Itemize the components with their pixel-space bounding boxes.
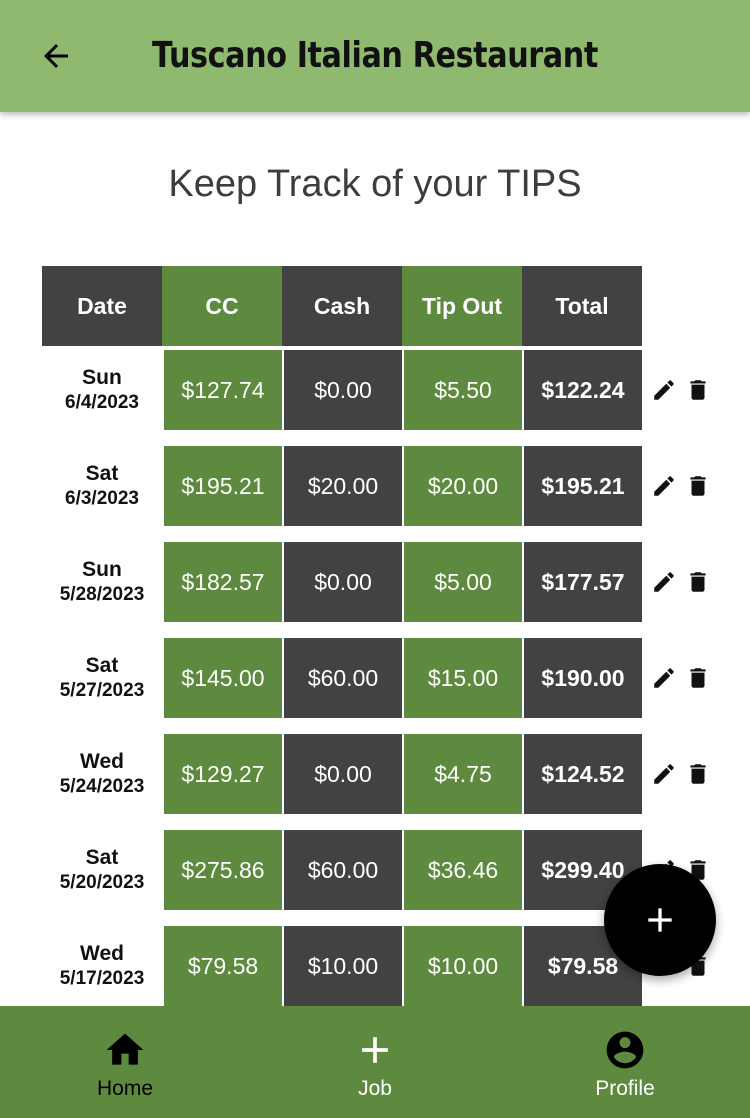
cc-cell: $79.58 [164, 926, 282, 1006]
edit-icon [654, 476, 674, 496]
tip-out-cell: $36.46 [404, 830, 522, 910]
date-label: 5/20/2023 [59, 872, 145, 893]
cash-cell: $20.00 [284, 446, 402, 526]
delete-button[interactable] [684, 760, 712, 788]
edit-button[interactable] [650, 568, 678, 596]
home-icon [106, 1033, 144, 1065]
tip-out-cell: $4.75 [404, 734, 522, 814]
table-row: Sun 6/4/2023 $127.74 $0.00 $5.50 $122.24 [0, 350, 750, 430]
app-title: Tuscano Italian Restaurant [152, 35, 598, 76]
cc-cell: $195.21 [164, 446, 282, 526]
date-label: 5/24/2023 [59, 776, 145, 797]
bottom-nav: Home Job Profile [0, 1006, 750, 1118]
column-header-cc: CC [162, 266, 282, 346]
date-cell: Wed 5/24/2023 [42, 734, 162, 814]
day-label: Wed [80, 750, 124, 773]
edit-icon [654, 380, 674, 400]
delete-icon [690, 668, 706, 688]
plus-icon [648, 908, 672, 932]
day-label: Sat [85, 846, 119, 869]
date-label: 6/4/2023 [65, 392, 139, 413]
column-header-tip-out: Tip Out [402, 266, 522, 346]
total-cell: $124.52 [524, 734, 642, 814]
plus-icon [362, 1037, 388, 1063]
date-label: 5/28/2023 [59, 584, 145, 605]
tips-table: Date CC Cash Tip Out Total Sun 6/4/2023 $1… [0, 266, 750, 1006]
nav-item-job[interactable]: Job [250, 1006, 500, 1118]
date-cell: Sat 5/27/2023 [42, 638, 162, 718]
nav-label-profile: Profile [595, 1077, 655, 1100]
cc-cell: $275.86 [164, 830, 282, 910]
nav-item-home[interactable]: Home [0, 1006, 250, 1118]
day-label: Sat [85, 462, 119, 485]
table-row: Sun 5/28/2023 $182.57 $0.00 $5.00 $177.57 [0, 542, 750, 622]
cc-cell: $129.27 [164, 734, 282, 814]
column-header-cash: Cash [282, 266, 402, 346]
delete-button[interactable] [684, 472, 712, 500]
app-bar: Tuscano Italian Restaurant [0, 0, 750, 112]
delete-button[interactable] [684, 376, 712, 404]
page-heading: Keep Track of your TIPS [168, 163, 582, 205]
table-row: Sat 5/27/2023 $145.00 $60.00 $15.00 $190.00 [0, 638, 750, 718]
date-label: 6/3/2023 [65, 488, 139, 509]
cash-cell: $60.00 [284, 830, 402, 910]
table-row: Sat 6/3/2023 $195.21 $20.00 $20.00 $195.21 [0, 446, 750, 526]
date-label: 5/27/2023 [59, 680, 145, 701]
cash-cell: $60.00 [284, 638, 402, 718]
total-cell: $177.57 [524, 542, 642, 622]
date-cell: Sun 5/28/2023 [42, 542, 162, 622]
day-label: Sun [82, 366, 122, 389]
date-cell: Sat 6/3/2023 [42, 446, 162, 526]
edit-icon [654, 668, 674, 688]
date-cell: Sat 5/20/2023 [42, 830, 162, 910]
delete-button[interactable] [684, 568, 712, 596]
tip-out-cell: $5.50 [404, 350, 522, 430]
table-row: Wed 5/24/2023 $129.27 $0.00 $4.75 $124.52 [0, 734, 750, 814]
delete-icon [690, 380, 706, 400]
nav-label-job: Job [358, 1077, 392, 1100]
edit-icon [654, 764, 674, 784]
cash-cell: $0.00 [284, 542, 402, 622]
column-header-date: Date [42, 266, 162, 346]
cash-cell: $0.00 [284, 734, 402, 814]
date-cell: Sun 6/4/2023 [42, 350, 162, 430]
tip-out-cell: $15.00 [404, 638, 522, 718]
edit-button[interactable] [650, 472, 678, 500]
cc-cell: $127.74 [164, 350, 282, 430]
day-label: Sat [85, 654, 119, 677]
cc-cell: $145.00 [164, 638, 282, 718]
tip-out-cell: $10.00 [404, 926, 522, 1006]
account-circle-icon [606, 1031, 644, 1069]
nav-item-profile[interactable]: Profile [500, 1006, 750, 1118]
total-cell: $122.24 [524, 350, 642, 430]
cash-cell: $0.00 [284, 350, 402, 430]
edit-icon [654, 572, 674, 592]
nav-label-home: Home [96, 1077, 154, 1100]
edit-button[interactable] [650, 760, 678, 788]
delete-icon [690, 764, 706, 784]
edit-button[interactable] [650, 664, 678, 692]
day-label: Sun [82, 558, 122, 581]
cash-cell: $10.00 [284, 926, 402, 1006]
date-cell: Wed 5/17/2023 [42, 926, 162, 1006]
add-tip-fab[interactable] [604, 864, 716, 976]
delete-icon [690, 476, 706, 496]
tip-out-cell: $20.00 [404, 446, 522, 526]
column-header-total: Total [522, 266, 642, 346]
date-label: 5/17/2023 [59, 968, 145, 989]
total-cell: $190.00 [524, 638, 642, 718]
cc-cell: $182.57 [164, 542, 282, 622]
arrow-left-icon [44, 44, 68, 68]
tip-out-cell: $5.00 [404, 542, 522, 622]
delete-button[interactable] [684, 664, 712, 692]
day-label: Wed [80, 942, 124, 965]
back-button[interactable] [30, 30, 82, 82]
edit-button[interactable] [650, 376, 678, 404]
table-row: Sat 5/20/2023 $275.86 $60.00 $36.46 $299.40 [0, 830, 750, 910]
total-cell: $195.21 [524, 446, 642, 526]
delete-icon [690, 572, 706, 592]
